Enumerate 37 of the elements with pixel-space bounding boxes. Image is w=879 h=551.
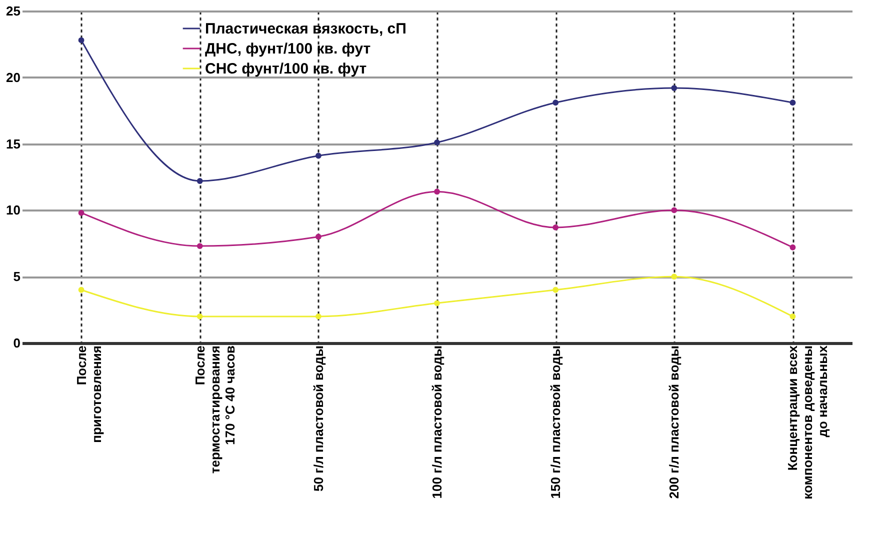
y-tick-label: 25 — [6, 4, 20, 18]
x-tick-label: 150 г/л пластовой воды — [548, 346, 564, 499]
point — [196, 243, 203, 250]
point — [790, 313, 796, 320]
point — [671, 274, 678, 280]
y-tick-label: 5 — [13, 269, 20, 284]
legend-label: Пластическая вязкость, сП — [205, 20, 406, 38]
point — [434, 140, 440, 146]
y-tick-label: 0 — [13, 336, 20, 350]
point — [552, 224, 559, 230]
point — [434, 188, 440, 195]
x-tick-label: 100 г/л пластовой воды — [430, 346, 444, 499]
point — [315, 152, 322, 159]
x-tick-label: Концентрации всех компонентов доведены до начальных — [785, 344, 830, 500]
point — [552, 286, 559, 293]
point — [315, 313, 322, 320]
point — [671, 85, 678, 91]
point — [78, 210, 84, 216]
point — [196, 178, 203, 184]
y-tick-label: 10 — [6, 202, 20, 218]
legend-label: ДНС, фунт/100 кв. фут — [205, 40, 371, 58]
point — [196, 313, 203, 320]
point — [315, 234, 322, 240]
point — [434, 300, 440, 306]
x-tick-label: 50 г/л пластовой воды — [310, 346, 326, 492]
point — [552, 100, 559, 106]
x-tick-label: После приготовления — [74, 346, 104, 443]
y-tick-label: 15 — [6, 136, 20, 152]
point — [790, 244, 796, 250]
x-tick-label: После термостатирования 170 °C 40 часов — [192, 345, 238, 474]
point — [671, 207, 678, 214]
point — [78, 286, 84, 293]
point — [78, 37, 84, 44]
x-tick-label: 200 г/л пластовой воды — [666, 346, 682, 499]
legend-label: СНС фунт/100 кв. фут — [205, 60, 367, 78]
point — [790, 100, 796, 106]
y-tick-label: 20 — [6, 70, 20, 85]
